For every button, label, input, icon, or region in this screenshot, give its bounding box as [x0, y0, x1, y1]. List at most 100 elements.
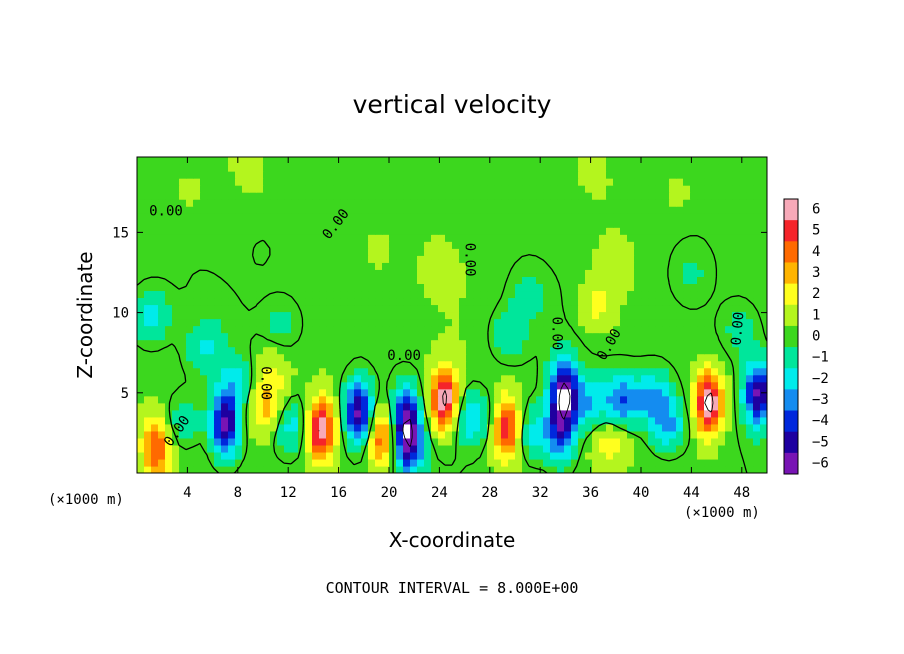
field-cell	[445, 353, 453, 362]
field-cell	[480, 325, 488, 334]
field-cell	[669, 388, 677, 397]
field-cell	[340, 157, 348, 165]
field-cell	[172, 437, 180, 446]
field-cell	[508, 402, 516, 411]
field-cell	[732, 353, 740, 362]
field-cell	[732, 248, 740, 256]
field-cell	[753, 465, 761, 473]
field-cell	[711, 451, 719, 460]
field-cell	[480, 339, 488, 348]
field-cell	[249, 185, 257, 193]
field-cell	[529, 241, 537, 249]
field-cell	[410, 423, 418, 432]
field-cell	[592, 416, 600, 425]
field-cell	[445, 206, 453, 214]
field-cell	[144, 164, 152, 172]
field-cell	[389, 367, 397, 376]
field-cell	[284, 458, 292, 467]
field-cell	[711, 262, 719, 270]
field-cell	[179, 395, 187, 404]
field-cell	[270, 255, 278, 263]
field-cell	[368, 248, 376, 256]
field-cell	[158, 248, 166, 256]
field-cell	[613, 318, 621, 327]
field-cell	[669, 395, 677, 404]
field-cell	[746, 444, 754, 453]
field-cell	[340, 402, 348, 411]
field-cell	[207, 255, 215, 263]
field-cell	[529, 360, 537, 369]
field-cell	[242, 304, 250, 313]
field-cell	[368, 325, 376, 334]
field-cell	[473, 248, 481, 256]
field-cell	[361, 171, 369, 179]
field-cell	[515, 339, 523, 348]
field-cell	[452, 255, 460, 263]
field-cell	[375, 213, 383, 221]
field-cell	[242, 290, 250, 299]
field-cell	[431, 304, 439, 313]
field-cell	[487, 304, 495, 313]
field-cell	[179, 199, 187, 207]
field-cell	[242, 451, 250, 460]
field-cell	[676, 304, 684, 313]
field-cell	[564, 332, 572, 341]
field-cell	[669, 325, 677, 334]
field-cell	[480, 423, 488, 432]
field-cell	[543, 332, 551, 341]
field-cell	[242, 220, 250, 228]
field-cell	[515, 185, 523, 193]
field-cell	[529, 318, 537, 327]
field-cell	[144, 269, 152, 277]
field-cell	[620, 311, 628, 320]
field-cell	[669, 339, 677, 348]
field-cell	[270, 213, 278, 221]
field-cell	[193, 290, 201, 299]
field-cell	[431, 171, 439, 179]
field-cell	[200, 213, 208, 221]
x-tick-label: 24	[431, 485, 448, 501]
field-cell	[319, 220, 327, 228]
field-cell	[431, 157, 439, 165]
field-cell	[599, 283, 607, 292]
field-cell	[732, 318, 740, 327]
field-cell	[620, 381, 628, 390]
field-cell	[403, 192, 411, 200]
field-cell	[662, 248, 670, 256]
field-cell	[501, 171, 509, 179]
field-cell	[494, 171, 502, 179]
field-cell	[256, 430, 264, 439]
field-cell	[158, 276, 166, 284]
field-cell	[389, 248, 397, 256]
field-cell	[179, 353, 187, 362]
field-cell	[697, 241, 705, 249]
field-cell	[312, 437, 320, 446]
field-cell	[368, 199, 376, 207]
field-cell	[739, 269, 747, 277]
field-cell	[655, 339, 663, 348]
field-cell	[641, 374, 649, 383]
field-cell	[627, 297, 635, 306]
field-cell	[641, 332, 649, 341]
field-cell	[396, 269, 404, 277]
field-cell	[235, 262, 243, 270]
field-cell	[522, 255, 530, 263]
field-cell	[431, 416, 439, 425]
field-cell	[459, 360, 467, 369]
field-cell	[550, 199, 558, 207]
field-cell	[508, 430, 516, 439]
field-cell	[494, 381, 502, 390]
field-cell	[494, 178, 502, 186]
field-cell	[676, 178, 684, 186]
field-cell	[396, 213, 404, 221]
field-cell	[487, 374, 495, 383]
field-cell	[368, 458, 376, 467]
field-cell	[214, 171, 222, 179]
field-cell	[263, 220, 271, 228]
field-cell	[620, 290, 628, 299]
field-cell	[179, 444, 187, 453]
field-cell	[606, 234, 614, 242]
field-cell	[620, 402, 628, 411]
chart-title: vertical velocity	[353, 90, 552, 119]
field-cell	[725, 360, 733, 369]
